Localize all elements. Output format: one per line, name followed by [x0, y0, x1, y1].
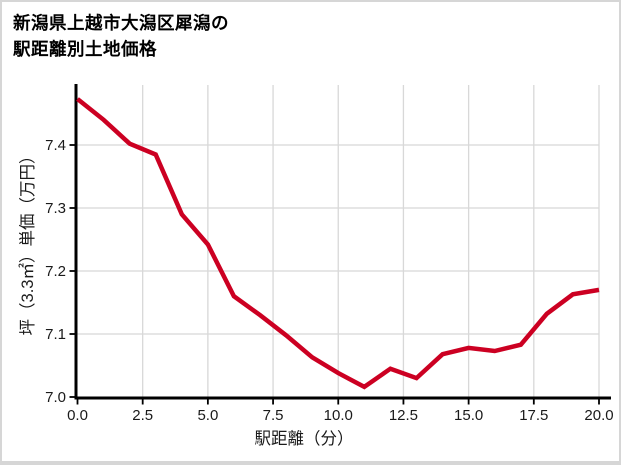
- y-tick-label: 7.2: [45, 263, 66, 280]
- x-tick-label: 10.0: [324, 407, 353, 424]
- y-tick-label: 7.4: [45, 137, 66, 154]
- price-line-series: [76, 97, 600, 390]
- y-tick-label: 7.1: [45, 326, 66, 343]
- x-tick-label: 5.0: [197, 407, 218, 424]
- x-axis-title: 駅距離（分）: [255, 429, 354, 448]
- tick-marks: [69, 144, 600, 405]
- y-tick-labels: 7.0 7.1 7.2 7.3 7.4: [45, 137, 66, 406]
- x-tick-label: 12.5: [389, 407, 418, 424]
- x-tick-label: 17.5: [519, 407, 548, 424]
- y-axis-title: 坪（3.3㎡）単価（万円）: [18, 148, 37, 336]
- chart-title-line-2: 駅距離別土地価格: [13, 39, 157, 60]
- x-tick-labels: 0.0 2.5 5.0 7.5 10.0 12.5 15.0 17.5 20.0: [67, 407, 614, 424]
- y-tick-label: 7.3: [45, 200, 66, 217]
- x-tick-label: 15.0: [454, 407, 483, 424]
- chart-title: 新潟県上越市大潟区犀潟の 駅距離別土地価格: [13, 10, 229, 63]
- x-tick-label: 0.0: [67, 407, 88, 424]
- chart-title-line-1: 新潟県上越市大潟区犀潟の: [13, 13, 229, 33]
- gridlines: [76, 85, 600, 398]
- x-tick-label: 20.0: [584, 407, 613, 424]
- x-tick-label: 7.5: [263, 407, 284, 424]
- x-tick-label: 2.5: [132, 407, 153, 424]
- y-tick-label: 7.0: [45, 389, 66, 406]
- axes: [74, 84, 611, 400]
